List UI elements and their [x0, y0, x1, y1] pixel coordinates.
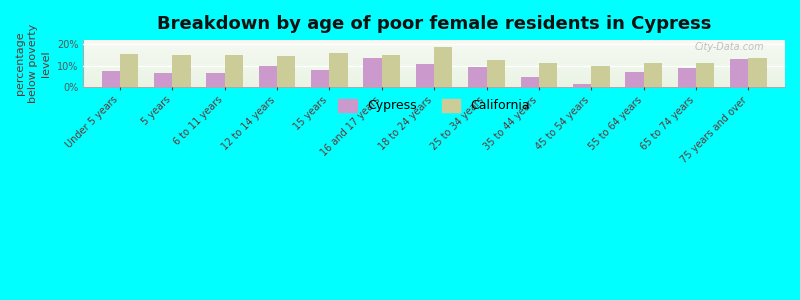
Bar [311, 70, 330, 87]
Bar [644, 62, 662, 87]
Bar [521, 77, 539, 87]
Bar [730, 59, 748, 87]
Bar [120, 54, 138, 87]
Bar [382, 55, 400, 87]
Bar [748, 58, 766, 87]
Bar [225, 55, 243, 87]
Bar [172, 55, 190, 87]
Bar [486, 60, 505, 87]
Bar [363, 58, 382, 87]
Bar [678, 68, 696, 87]
Bar [626, 72, 644, 87]
Text: City-Data.com: City-Data.com [694, 43, 764, 52]
Bar [206, 73, 225, 87]
Bar [102, 71, 120, 87]
Legend: Cypress, California: Cypress, California [334, 94, 535, 117]
Bar [277, 56, 295, 87]
Bar [258, 66, 277, 87]
Bar [154, 73, 172, 87]
Bar [539, 62, 558, 87]
Bar [468, 67, 486, 87]
Title: Breakdown by age of poor female residents in Cypress: Breakdown by age of poor female resident… [157, 15, 711, 33]
Bar [330, 53, 348, 87]
Bar [434, 46, 453, 87]
Y-axis label: percentage
below poverty
level: percentage below poverty level [15, 24, 51, 103]
Bar [416, 64, 434, 87]
Bar [696, 62, 714, 87]
Bar [573, 84, 591, 87]
Bar [591, 66, 610, 87]
